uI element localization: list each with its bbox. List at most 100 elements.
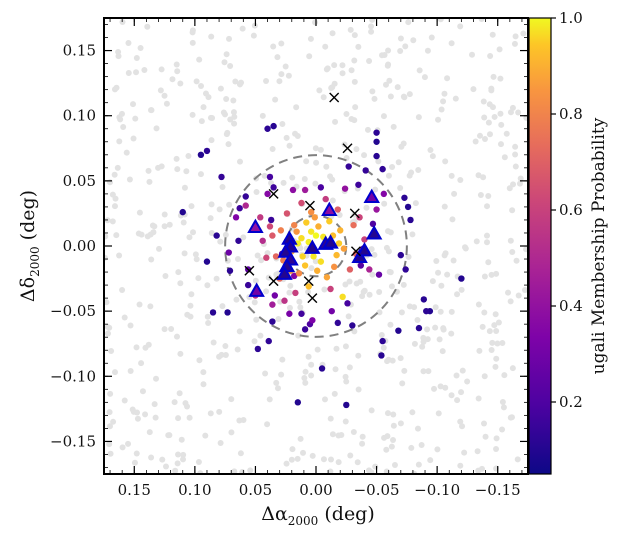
background-star: [435, 410, 442, 417]
background-star: [175, 451, 182, 458]
background-star: [490, 73, 497, 80]
background-star: [369, 18, 376, 23]
background-star: [222, 111, 229, 118]
background-star: [440, 98, 447, 105]
background-star: [180, 219, 187, 226]
background-star: [323, 163, 330, 170]
background-star: [236, 328, 243, 335]
background-star: [343, 111, 350, 118]
member-star: [266, 223, 274, 230]
background-star: [275, 315, 282, 322]
y-tick-label: 0.15: [63, 42, 96, 60]
background-star: [175, 269, 182, 276]
background-star: [457, 462, 464, 469]
background-star: [125, 440, 132, 447]
background-star: [517, 175, 524, 182]
background-star: [335, 432, 342, 439]
background-star: [382, 81, 389, 88]
background-star: [144, 233, 151, 240]
background-star: [190, 229, 197, 236]
background-star: [195, 458, 202, 465]
background-star: [116, 252, 123, 259]
background-star: [141, 66, 148, 73]
background-star: [487, 53, 494, 60]
cross-marker: [329, 92, 340, 103]
background-star: [401, 94, 408, 101]
background-star: [390, 411, 397, 418]
background-star: [119, 444, 126, 451]
background-star: [189, 111, 196, 118]
background-star: [523, 246, 528, 253]
background-star: [252, 277, 259, 284]
background-star: [415, 167, 422, 174]
background-star: [165, 432, 172, 439]
member-star: [402, 266, 409, 273]
background-star: [444, 75, 451, 82]
background-star: [144, 23, 151, 30]
background-star: [368, 469, 375, 474]
member-star: [309, 317, 316, 324]
background-star: [151, 401, 158, 408]
background-star: [217, 238, 224, 245]
background-star: [273, 379, 280, 386]
triangle-marker: [248, 282, 265, 297]
member-star: [197, 151, 205, 158]
member-star: [209, 309, 217, 316]
background-star: [459, 367, 466, 374]
background-star: [173, 333, 180, 340]
background-star: [302, 368, 309, 375]
background-star: [339, 70, 346, 77]
background-star: [383, 468, 390, 474]
background-star: [312, 258, 319, 265]
background-star: [521, 286, 528, 293]
background-star: [222, 231, 229, 238]
background-star: [322, 43, 329, 50]
background-star: [136, 301, 143, 308]
member-star: [259, 237, 266, 244]
triangle-marker: [363, 188, 380, 204]
member-star: [361, 236, 368, 243]
background-star: [308, 361, 315, 368]
y-tick-label: 0.10: [63, 107, 96, 125]
background-star: [130, 135, 137, 142]
background-star: [329, 431, 336, 438]
background-star: [395, 159, 402, 166]
background-star: [286, 142, 293, 149]
background-star: [193, 256, 200, 263]
background-star: [345, 313, 352, 320]
background-star: [493, 328, 500, 335]
background-star: [147, 303, 154, 310]
member-star: [213, 232, 220, 239]
background-star: [126, 176, 133, 183]
background-star: [457, 176, 464, 183]
member-star: [232, 214, 240, 221]
background-star: [514, 456, 521, 463]
background-star: [180, 451, 187, 458]
background-star: [219, 303, 226, 310]
background-star: [134, 415, 141, 422]
background-star: [342, 418, 349, 425]
background-star: [200, 369, 207, 376]
background-star: [489, 339, 496, 346]
member-star: [270, 184, 277, 191]
background-star: [481, 273, 488, 280]
background-star: [495, 319, 502, 326]
y-tick-label: −0.10: [50, 367, 96, 385]
background-star: [149, 222, 156, 229]
member-star: [264, 190, 271, 198]
background-star: [113, 232, 120, 239]
background-star: [448, 40, 455, 47]
background-star: [387, 93, 394, 100]
background-star: [297, 304, 304, 311]
background-star: [454, 397, 461, 404]
colorbar-label: ugali Membership Probability: [589, 117, 609, 374]
background-star: [196, 56, 203, 63]
background-star: [366, 58, 373, 65]
background-star: [481, 373, 488, 380]
background-star: [240, 417, 247, 424]
colorbar-frame: [528, 17, 552, 475]
x-tick-label: −0.05: [354, 481, 400, 499]
background-star: [178, 436, 185, 443]
background-star: [437, 383, 444, 390]
background-star: [409, 231, 416, 238]
